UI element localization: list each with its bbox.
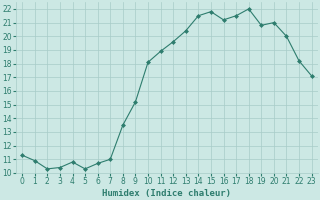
X-axis label: Humidex (Indice chaleur): Humidex (Indice chaleur)	[102, 189, 231, 198]
